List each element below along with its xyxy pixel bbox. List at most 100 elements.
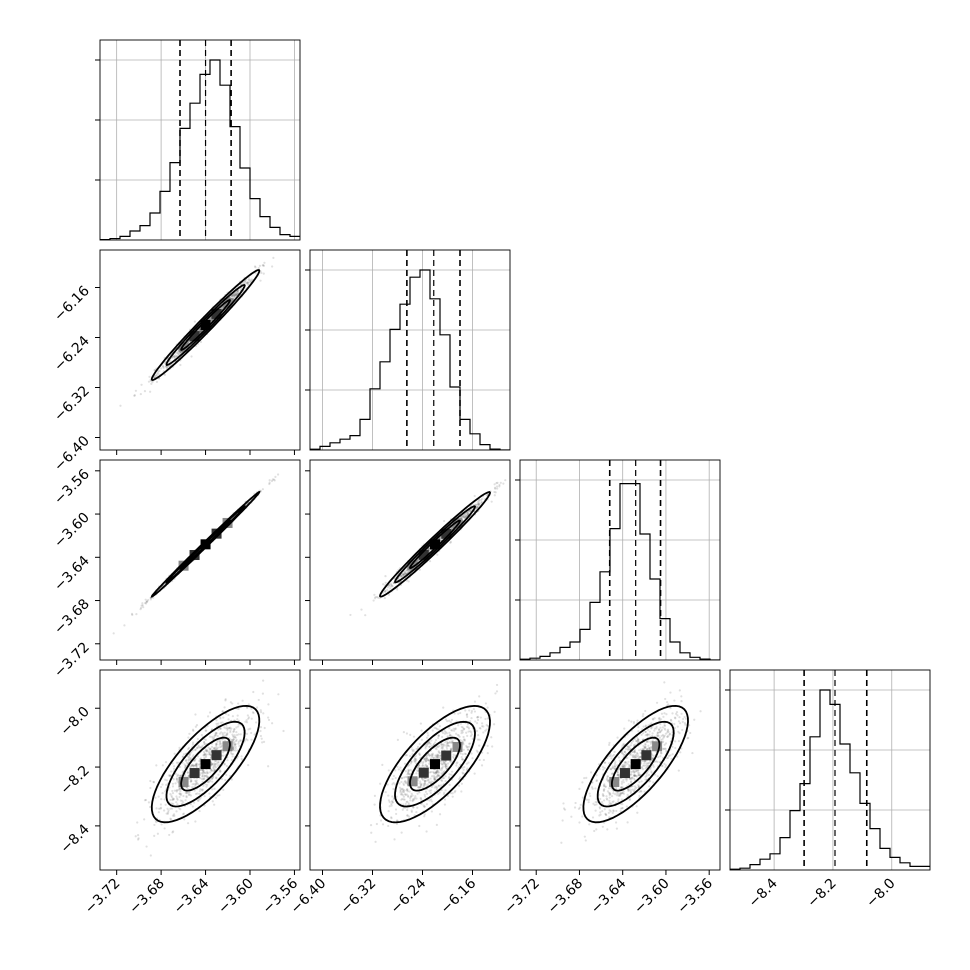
scatter-point <box>199 768 202 771</box>
scatter-point <box>205 750 208 753</box>
scatter-point <box>403 571 407 574</box>
contour-line <box>165 720 246 808</box>
scatter-point <box>454 727 457 730</box>
scatter-point <box>187 746 191 749</box>
scatter-point <box>462 758 465 761</box>
scatter-point <box>182 813 185 816</box>
scatter-point <box>440 772 443 775</box>
scatter-point <box>207 753 210 756</box>
scatter-point <box>247 717 250 720</box>
scatter-point <box>609 767 612 771</box>
scatter-point <box>442 743 445 746</box>
scatter-point <box>404 793 407 797</box>
scatter-point <box>699 710 702 713</box>
scatter-point <box>648 780 651 783</box>
scatter-point <box>459 752 462 755</box>
scatter-point <box>168 833 171 837</box>
scatter-point <box>461 726 465 729</box>
scatter-point <box>149 786 152 790</box>
scatter-point <box>375 822 378 826</box>
density-block <box>200 320 211 330</box>
scatter-point <box>645 762 648 765</box>
scatter-point <box>411 748 414 751</box>
scatter-point <box>412 806 415 809</box>
scatter-point <box>445 747 449 750</box>
scatter-point <box>262 272 265 275</box>
scatter-point <box>258 264 262 267</box>
scatter-point <box>470 733 473 736</box>
scatter-point <box>225 734 228 737</box>
y-tick-label: −3.60 <box>51 510 93 552</box>
scatter-point <box>427 781 431 784</box>
scatter-point <box>234 293 237 296</box>
scatter-point <box>658 729 661 732</box>
scatter-point <box>430 754 433 757</box>
scatter-point <box>175 778 178 781</box>
scatter-point <box>225 764 228 768</box>
density-block <box>211 750 222 761</box>
scatter-point <box>184 791 187 795</box>
scatter-point <box>235 293 238 297</box>
scatter-point <box>263 726 266 730</box>
scatter-point <box>207 750 210 754</box>
scatter-point <box>461 772 465 775</box>
scatter-point <box>412 735 416 738</box>
scatter-point <box>178 788 181 791</box>
scatter-point <box>403 798 406 801</box>
scatter-point <box>215 746 218 749</box>
scatter-point <box>161 783 164 786</box>
scatter-point <box>414 760 417 763</box>
scatter-point <box>172 830 175 833</box>
scatter-point <box>273 479 276 482</box>
scatter-point <box>418 568 421 571</box>
scatter-point <box>185 796 188 799</box>
scatter-point <box>174 772 177 775</box>
scatter-point <box>213 768 216 771</box>
scatter-point <box>238 744 241 748</box>
scatter-point <box>195 763 198 766</box>
scatter-point <box>188 753 191 757</box>
scatter-point <box>647 762 650 765</box>
scatter-point <box>171 762 174 765</box>
scatter-point <box>177 352 180 356</box>
scatter-point <box>203 772 206 775</box>
scatter-point <box>460 790 463 793</box>
scatter-point <box>465 514 469 517</box>
scatter-point <box>416 765 420 768</box>
scatter-point <box>457 784 461 787</box>
y-tick-label: −6.40 <box>51 433 93 475</box>
scatter-point <box>460 516 463 519</box>
scatter-panel-2-1 <box>305 459 511 665</box>
scatter-point <box>493 494 496 497</box>
scatter-point <box>168 774 172 778</box>
scatter-point <box>635 739 638 742</box>
scatter-point <box>143 799 147 802</box>
scatter-point <box>439 756 442 760</box>
scatter-panel-3-1: −6.40 −6.32 −6.24 −6.16 <box>288 669 511 917</box>
scatter-point <box>425 757 428 760</box>
scatter-point <box>464 709 467 712</box>
scatter-point <box>174 782 177 785</box>
scatter-point <box>192 764 195 767</box>
scatter-point <box>401 791 404 794</box>
scatter-point <box>420 738 424 741</box>
scatter-point <box>247 703 250 706</box>
scatter-point <box>261 741 264 744</box>
scatter-point <box>443 803 447 806</box>
scatter-point <box>156 832 159 835</box>
scatter-point <box>141 602 144 605</box>
scatter-point <box>262 264 265 267</box>
scatter-panel-2-0: −3.72−3.68−3.64−3.60−3.56 <box>51 459 301 681</box>
scatter-point <box>608 793 611 796</box>
scatter-point <box>426 743 429 746</box>
scatter-point <box>166 812 170 815</box>
scatter-point <box>421 778 425 782</box>
scatter-point <box>232 745 235 748</box>
scatter-point <box>441 731 445 734</box>
scatter-point <box>221 732 224 735</box>
scatter-point <box>498 483 501 487</box>
scatter-point <box>457 724 460 727</box>
scatter-point <box>387 769 390 772</box>
scatter-point <box>445 763 448 766</box>
contour-line <box>180 736 231 792</box>
